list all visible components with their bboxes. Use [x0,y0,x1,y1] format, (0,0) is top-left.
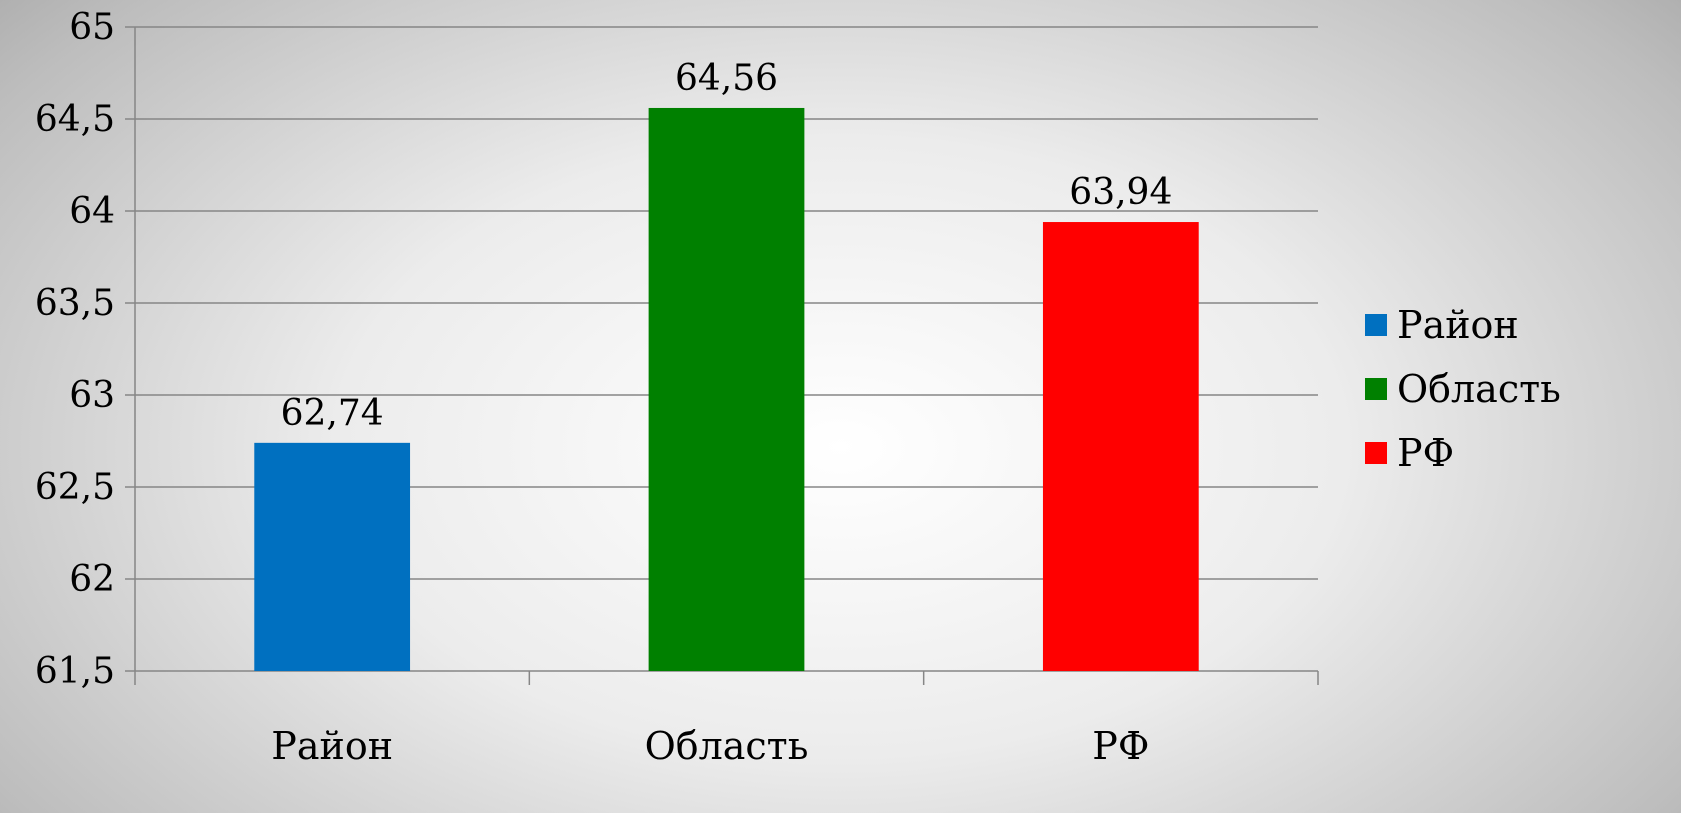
data-label: 63,94 [1069,172,1172,213]
data-label: 64,56 [675,58,778,99]
legend-swatch [1365,378,1387,400]
bars [254,107,1199,672]
legend-label: Область [1397,367,1561,411]
bar [648,107,805,671]
y-tick-label: 65 [69,7,115,48]
legend: Район Область РФ [1365,303,1561,475]
x-tick-label: Район [271,724,393,768]
legend-label: Район [1397,303,1519,347]
legend-label: РФ [1397,431,1454,475]
y-tick-label: 64,5 [35,99,115,140]
y-tick-label: 62 [69,559,115,600]
x-tick-label: РФ [1092,724,1149,768]
data-label: 62,74 [281,393,384,434]
y-tick-label: 62,5 [35,467,115,508]
legend-swatch [1365,442,1387,464]
legend-swatch [1365,314,1387,336]
data-labels: 62,74 64,56 63,94 [281,58,1173,434]
bar [254,442,411,671]
y-tick-label: 61,5 [35,651,115,692]
x-tick-label: Область [645,724,809,768]
bar [1042,222,1199,672]
y-tick-label: 63 [69,375,115,416]
y-tick-label: 63,5 [35,283,115,324]
y-tick-label: 64 [69,191,115,232]
